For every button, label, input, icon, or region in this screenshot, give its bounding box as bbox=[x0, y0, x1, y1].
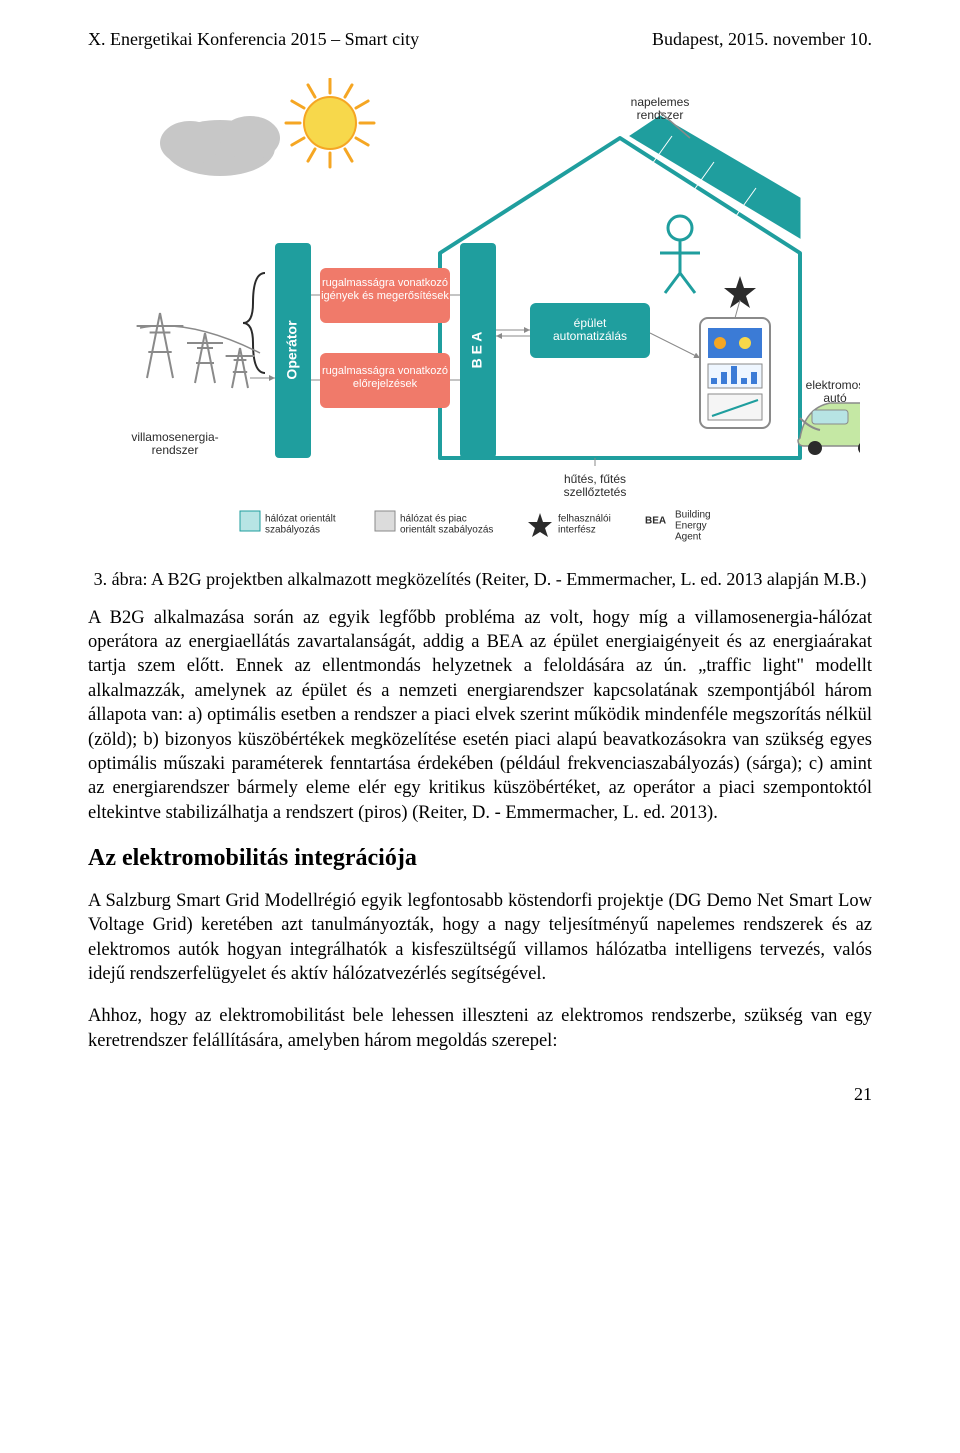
svg-text:hálózat és piac: hálózat és piac bbox=[400, 513, 467, 524]
svg-text:elektromos: elektromos bbox=[806, 378, 860, 392]
svg-text:igények és megerősítések: igények és megerősítések bbox=[321, 290, 449, 302]
svg-text:interfész: interfész bbox=[558, 524, 596, 535]
paragraph-1: A B2G alkalmazása során az egyik legfőbb… bbox=[88, 606, 872, 826]
svg-text:automatizálás: automatizálás bbox=[553, 329, 627, 343]
svg-text:rendszer: rendszer bbox=[152, 443, 199, 457]
paragraph-2: A Salzburg Smart Grid Modellrégió egyik … bbox=[88, 889, 872, 987]
svg-text:felhasználói: felhasználói bbox=[558, 513, 611, 524]
svg-text:hálózat orientált: hálózat orientált bbox=[265, 513, 336, 524]
svg-text:rendszer: rendszer bbox=[637, 108, 684, 122]
svg-text:előrejelzések: előrejelzések bbox=[353, 378, 418, 390]
svg-text:napelemes: napelemes bbox=[631, 95, 690, 109]
svg-text:Building: Building bbox=[675, 509, 711, 520]
svg-text:BEA: BEA bbox=[645, 515, 666, 526]
svg-text:Energy: Energy bbox=[675, 520, 707, 531]
svg-text:hűtés, fűtés: hűtés, fűtés bbox=[564, 472, 626, 486]
svg-text:szellőztetés: szellőztetés bbox=[564, 485, 627, 499]
paragraph-3: Ahhoz, hogy az elektromobilitást bele le… bbox=[88, 1004, 872, 1053]
page-number: 21 bbox=[88, 1083, 872, 1107]
svg-text:rugalmasságra vonatkozó: rugalmasságra vonatkozó bbox=[322, 277, 448, 289]
svg-text:rugalmasságra vonatkozó: rugalmasságra vonatkozó bbox=[322, 365, 448, 377]
svg-text:Operátor: Operátor bbox=[284, 320, 300, 380]
svg-text:Agent: Agent bbox=[675, 531, 701, 542]
svg-text:B E A: B E A bbox=[469, 331, 485, 368]
svg-text:orientált szabályozás: orientált szabályozás bbox=[400, 524, 493, 535]
figure-b2g-diagram: napelemesrendszerépületautomatizáláshűté… bbox=[88, 78, 872, 558]
page-header: X. Energetikai Konferencia 2015 – Smart … bbox=[88, 28, 872, 52]
header-left: X. Energetikai Konferencia 2015 – Smart … bbox=[88, 28, 419, 52]
svg-text:épület: épület bbox=[574, 316, 607, 330]
section-heading: Az elektromobilitás integrációja bbox=[88, 843, 872, 875]
header-right: Budapest, 2015. november 10. bbox=[652, 28, 872, 52]
figure-caption: 3. ábra: A B2G projektben alkalmazott me… bbox=[88, 568, 872, 592]
svg-text:villamosenergia-: villamosenergia- bbox=[131, 430, 218, 444]
b2g-infographic-svg: napelemesrendszerépületautomatizáláshűté… bbox=[100, 78, 860, 558]
svg-text:autó: autó bbox=[823, 391, 847, 405]
svg-text:szabályozás: szabályozás bbox=[265, 524, 320, 535]
